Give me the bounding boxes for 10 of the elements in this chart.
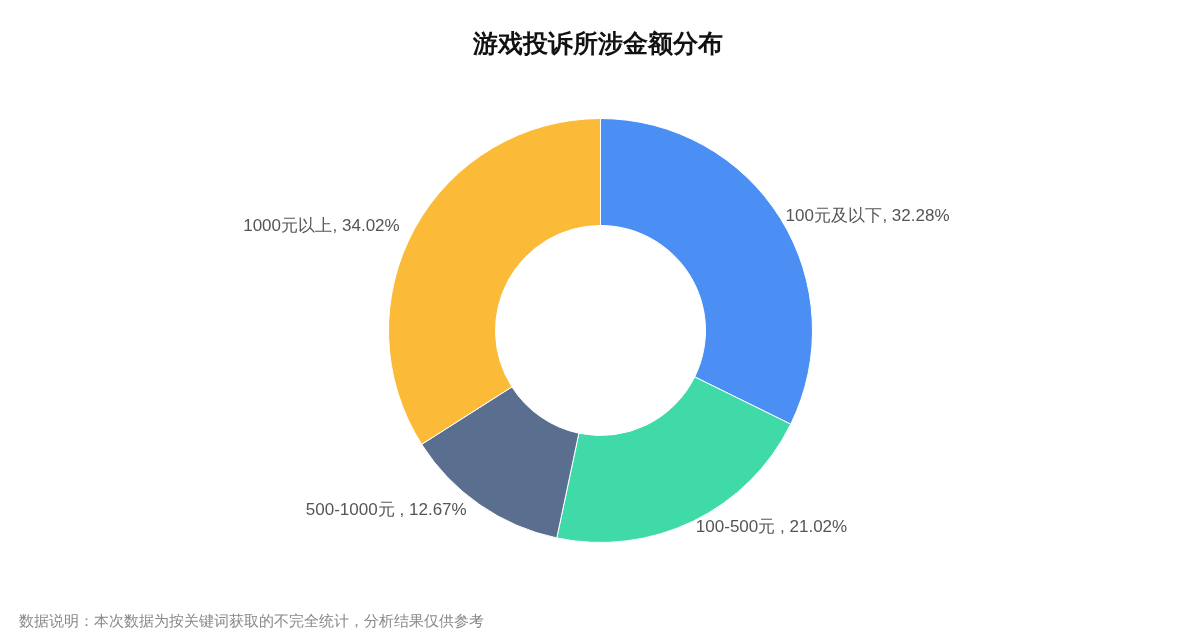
slice-label: 100-500元 — [695, 517, 776, 537]
chart-title: 游戏投诉所涉金额分布 — [472, 28, 723, 57]
data-label: , 21.02% — [780, 517, 848, 537]
text: 数据说明：本次数据为按关键词获取的不完全统计，分析结果仅供参考 — [18, 612, 484, 629]
data-label: , 12.67% — [399, 500, 467, 520]
data-label: , 34.02% — [332, 216, 400, 236]
data-label: , 32.28% — [882, 205, 950, 225]
slice-label: 500-1000元 — [305, 500, 395, 520]
slice-label: 1000元以上 — [243, 216, 333, 236]
slice-label: 100元及以下 — [785, 205, 882, 225]
